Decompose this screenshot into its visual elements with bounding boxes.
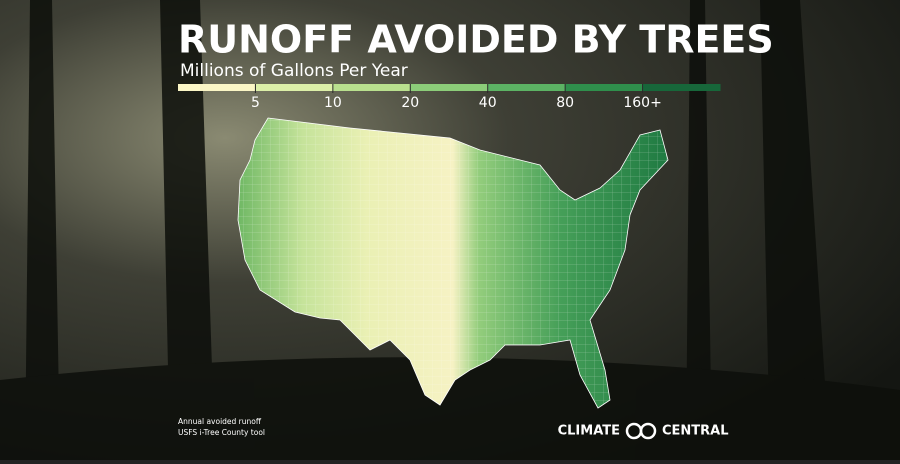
logo-text: CLIMATE <box>558 424 620 439</box>
legend-swatch <box>332 84 411 91</box>
us-map <box>237 117 669 409</box>
legend-label: 80 <box>556 95 574 111</box>
legend-label: 10 <box>324 95 342 111</box>
source-line: Annual avoided runoff <box>178 417 262 426</box>
legend-swatch <box>642 84 721 91</box>
logo-text: CENTRAL <box>662 424 729 439</box>
legend-swatch <box>487 84 566 91</box>
title: RUNOFF AVOIDED BY TREES <box>178 18 774 62</box>
legend-label: 5 <box>251 95 260 111</box>
legend-swatch <box>410 84 489 91</box>
subtitle: Millions of Gallons Per Year <box>180 61 408 81</box>
logo-icon <box>625 422 657 440</box>
legend-label: 40 <box>479 95 497 111</box>
legend-label: 20 <box>401 95 419 111</box>
legend-swatch <box>255 84 334 91</box>
legend-swatch <box>178 84 256 91</box>
source-line: USFS i-Tree County tool <box>178 428 265 437</box>
legend: 5 10 20 40 80 160+ <box>178 84 721 111</box>
legend-swatch <box>565 84 644 91</box>
legend-label: 160+ <box>623 95 661 111</box>
